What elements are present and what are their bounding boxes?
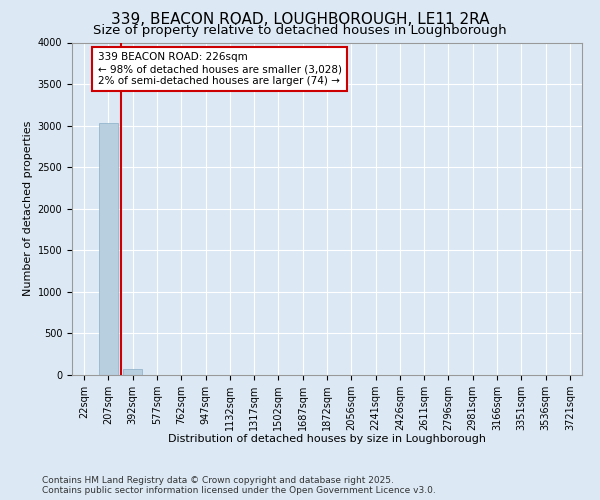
- Text: 339, BEACON ROAD, LOUGHBOROUGH, LE11 2RA: 339, BEACON ROAD, LOUGHBOROUGH, LE11 2RA: [111, 12, 489, 28]
- Y-axis label: Number of detached properties: Number of detached properties: [23, 121, 34, 296]
- Bar: [99, 124, 118, 375]
- Text: Size of property relative to detached houses in Loughborough: Size of property relative to detached ho…: [93, 24, 507, 37]
- Text: 339 BEACON ROAD: 226sqm
← 98% of detached houses are smaller (3,028)
2% of semi-: 339 BEACON ROAD: 226sqm ← 98% of detache…: [97, 52, 341, 86]
- X-axis label: Distribution of detached houses by size in Loughborough: Distribution of detached houses by size …: [168, 434, 486, 444]
- Text: Contains HM Land Registry data © Crown copyright and database right 2025.
Contai: Contains HM Land Registry data © Crown c…: [42, 476, 436, 495]
- Bar: [123, 369, 142, 375]
